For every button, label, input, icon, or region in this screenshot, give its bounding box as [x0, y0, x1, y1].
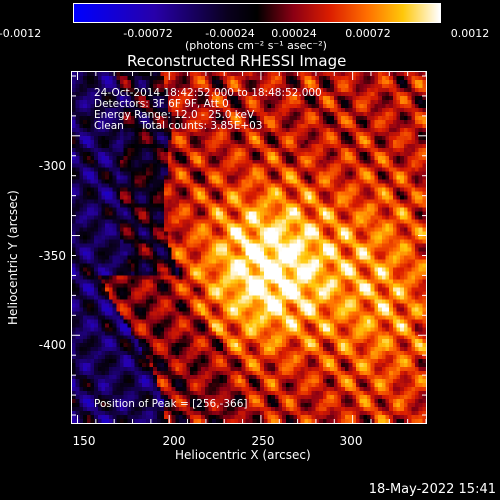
- info-line-energy: Energy Range: 12.0 - 25.0 keV: [94, 109, 255, 121]
- y-tick-label: -300: [38, 159, 66, 173]
- colorbar-tick: -0.00024: [205, 27, 255, 40]
- x-tick-label: 250: [251, 434, 275, 448]
- info-line-clean: Clean Total counts: 3.85E+03: [94, 120, 263, 132]
- y-tick-label: -350: [38, 249, 66, 263]
- x-tick-label: 300: [339, 434, 363, 448]
- x-axis-label: Heliocentric X (arcsec): [175, 448, 311, 462]
- info-line-detectors: Detectors: 3F 6F 9F, Att 0: [94, 98, 229, 110]
- colorbar-tick: -0.00072: [123, 27, 173, 40]
- y-axis-label: Heliocentric Y (arcsec): [6, 190, 20, 325]
- y-tick-label: -400: [38, 338, 66, 352]
- colorbar-tick: 0.00024: [271, 27, 317, 40]
- heatmap-image: [72, 72, 426, 423]
- chart-title: Reconstructed RHESSI Image: [127, 52, 347, 70]
- plot-frame: [71, 71, 427, 424]
- peak-position-label: Position of Peak = [256,-366]: [94, 398, 248, 410]
- x-tick-label: 200: [162, 434, 186, 448]
- colorbar-tick: 0.00072: [345, 27, 391, 40]
- colorbar-units: (photons cm⁻² s⁻¹ asec⁻²): [185, 39, 327, 52]
- footer-date: 18-May-2022 15:41: [368, 482, 496, 497]
- info-line-time: 24-Oct-2014 18:42:52.000 to 18:48:52.000: [94, 87, 322, 99]
- colorbar-tick: -0.0012: [0, 27, 42, 40]
- colorbar-tick: 0.0012: [450, 27, 490, 40]
- colorbar: [74, 4, 440, 22]
- colorbar-frame: [73, 3, 441, 23]
- x-tick-label: 150: [72, 434, 96, 448]
